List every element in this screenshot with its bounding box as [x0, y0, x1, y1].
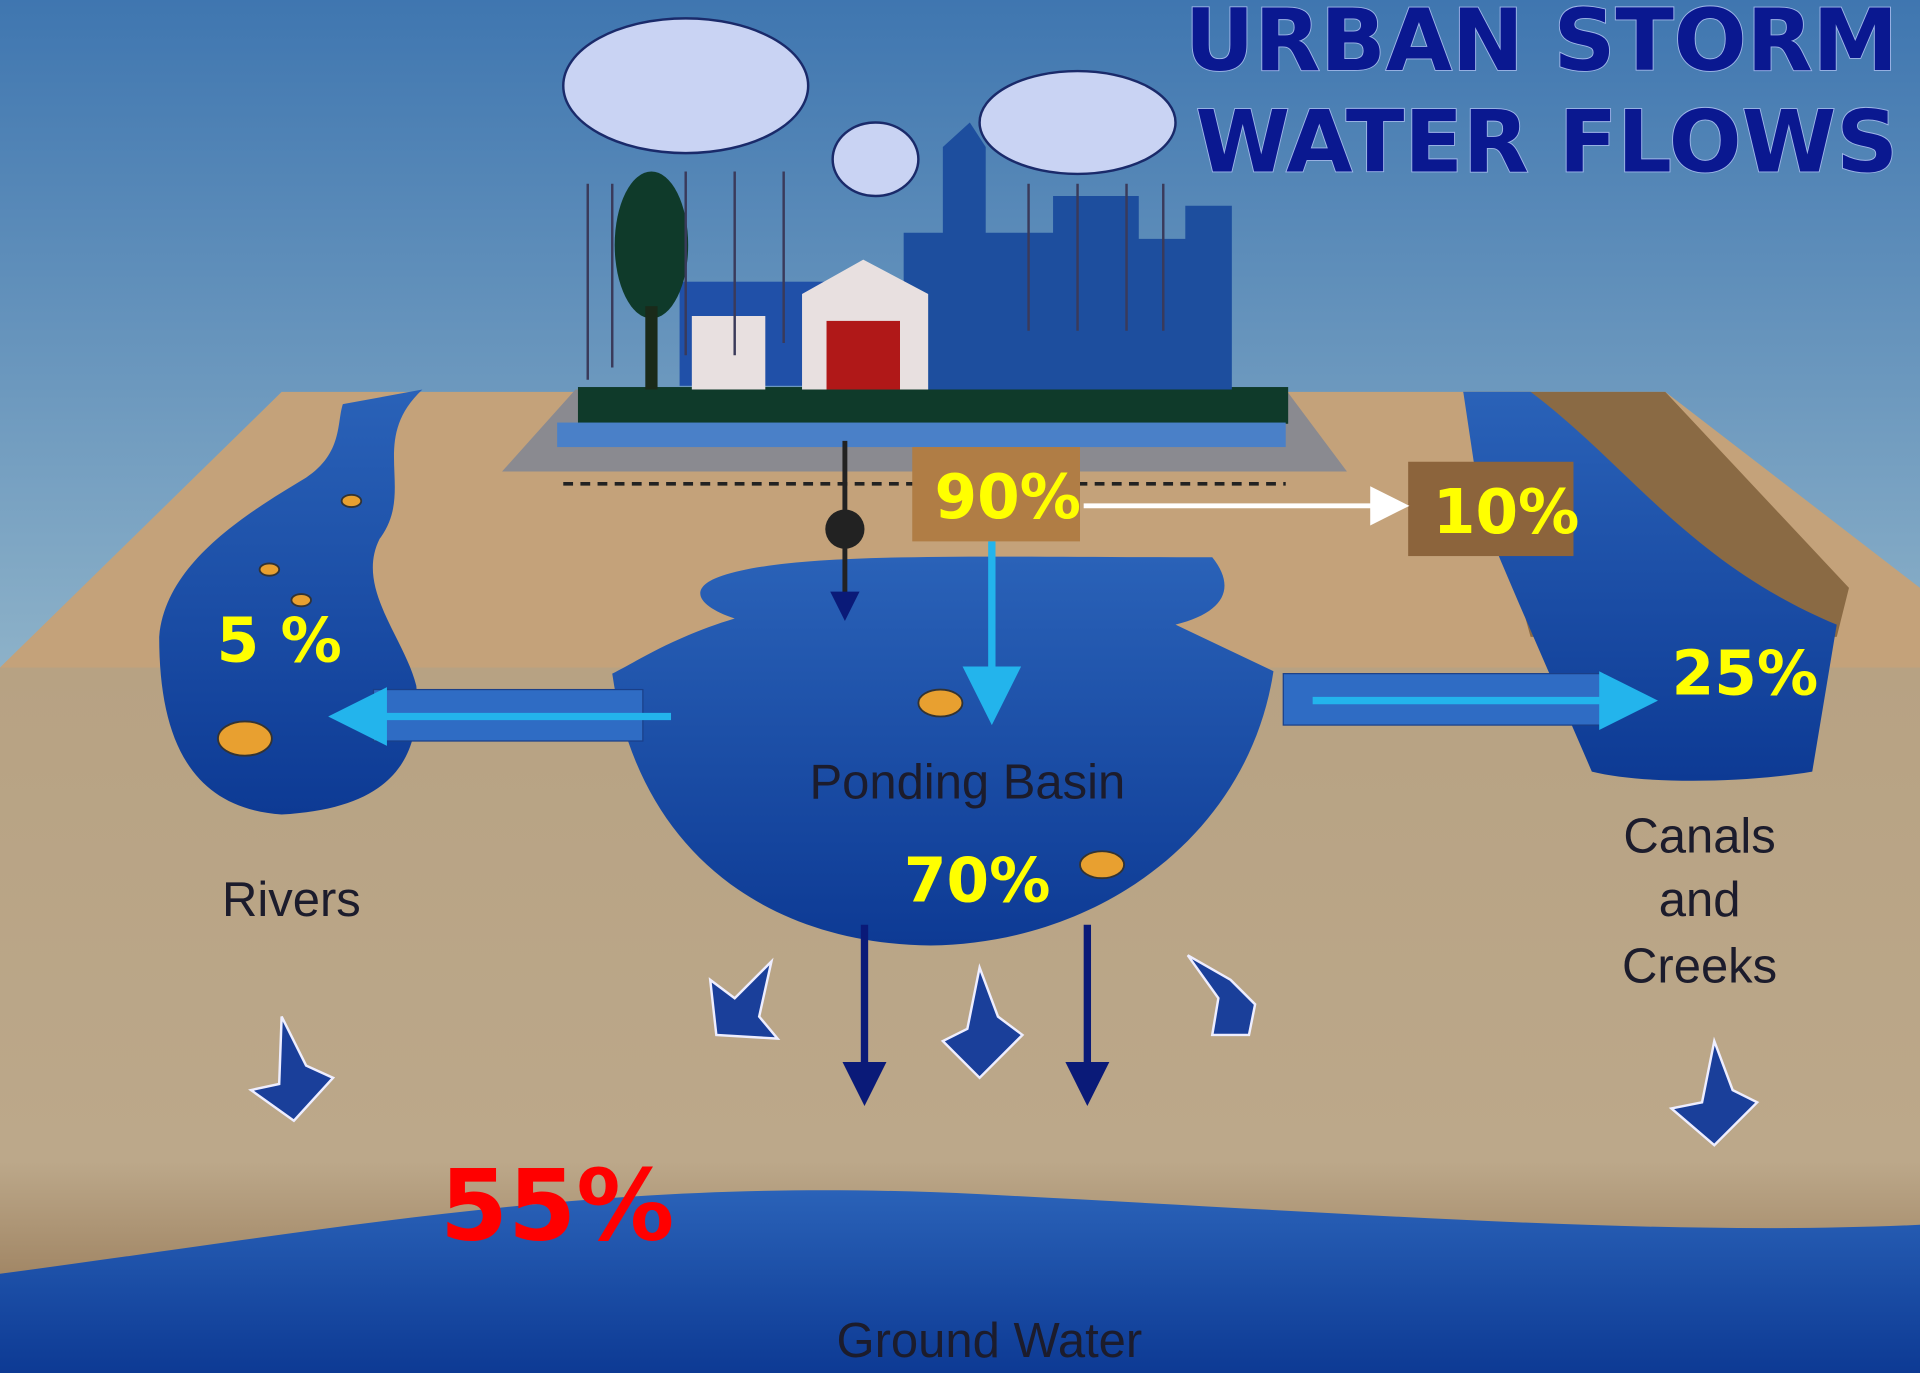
region-label: and [1659, 873, 1741, 927]
page: {"header": {"title": ["URBAN STORM", "WA… [0, 0, 1920, 1373]
decoration [645, 306, 657, 389]
region-label: Rivers [222, 873, 361, 927]
flow-label: 70% [904, 845, 1051, 916]
title-line: WATER FLOWS [1196, 92, 1898, 192]
region-label: Creeks [1622, 939, 1777, 993]
flow-label: 90% [934, 462, 1081, 533]
decoration [342, 495, 362, 507]
title-line: URBAN STORM [1185, 0, 1898, 91]
flow-label: 55% [440, 1149, 674, 1263]
decoration [578, 387, 1288, 424]
decoration [827, 321, 900, 390]
flow-label: 25% [1672, 638, 1819, 709]
flow-label: 10% [1433, 477, 1580, 548]
decoration [260, 563, 280, 575]
decoration [218, 721, 272, 755]
decoration [615, 171, 688, 318]
region-label: Canals [1623, 809, 1775, 863]
decoration [833, 122, 919, 195]
decoration [563, 18, 808, 153]
region-label: Ground Water [837, 1314, 1143, 1368]
region-label: Ponding Basin [809, 756, 1125, 810]
decoration [1080, 851, 1124, 878]
decoration [980, 71, 1176, 174]
scenery [0, 0, 1920, 1373]
flow-label: 5 % [217, 605, 342, 676]
decoration [692, 316, 765, 389]
decoration [557, 423, 1286, 447]
diagram: URBAN STORM WATER FLOWS 90% 10% 5 % 25% … [0, 0, 1920, 1373]
decoration [918, 690, 962, 717]
